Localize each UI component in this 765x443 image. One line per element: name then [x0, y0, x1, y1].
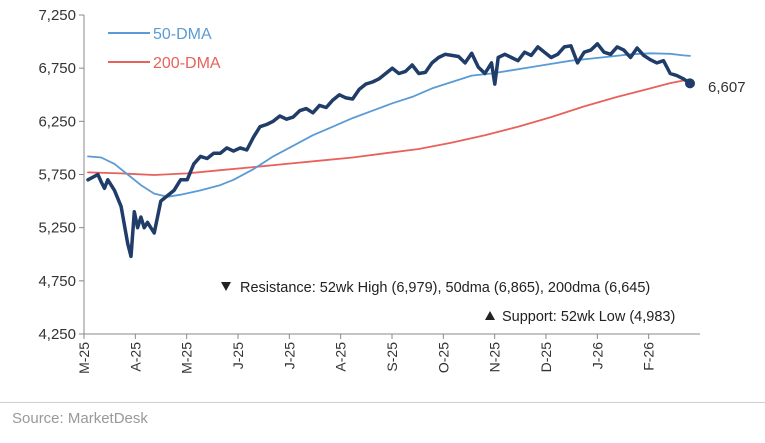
y-tick-label: 6,250: [38, 113, 76, 130]
legend-200dma-label: 200-DMA: [153, 55, 221, 72]
x-tick-label: F-26: [641, 342, 657, 371]
legend-50dma-label: 50-DMA: [153, 26, 212, 43]
source-note: Source: MarketDesk: [12, 410, 148, 427]
y-axis: 4,250 4,750 5,250 5,750 6,250 6,750 7,250: [38, 7, 85, 343]
chart: 4,250 4,750 5,250 5,750 6,250 6,750 7,250 M-25…: [38, 7, 746, 374]
x-tick-label: J-26: [589, 342, 605, 369]
y-tick-label: 7,250: [38, 7, 76, 24]
support-up-triangle-icon: [485, 311, 495, 320]
x-tick-label: A-25: [127, 342, 143, 372]
x-tick-label: J-25: [230, 342, 246, 369]
y-tick-label: 5,250: [38, 220, 76, 237]
series-200dma-line: [87, 78, 691, 176]
resistance-down-triangle-icon: [221, 282, 231, 291]
support-annotation: Support: 52wk Low (4,983): [502, 309, 675, 325]
x-tick-label: A-25: [333, 342, 349, 372]
source-divider: [0, 402, 765, 403]
x-tick-label: M-25: [76, 342, 92, 374]
x-tick-label: D-25: [538, 342, 554, 373]
annotations: Resistance: 52wk High (6,979), 50dma (6,…: [221, 280, 675, 325]
series-price-line: [86, 42, 692, 259]
legend: 50-DMA 200-DMA: [108, 26, 221, 72]
last-price-marker: [685, 78, 695, 89]
x-tick-label: N-25: [487, 342, 503, 373]
series-lines: [86, 42, 695, 259]
y-tick-label: 4,250: [38, 326, 76, 343]
last-value-label: 6,607: [708, 79, 746, 96]
y-tick-label: 5,750: [38, 167, 76, 184]
series-50dma-line: [87, 52, 691, 198]
x-axis: M-25 A-25 M-25 J-25 J-25 A-25 S-25 O-25 N-25 D-25…: [76, 333, 700, 374]
x-tick-label: O-25: [435, 342, 451, 373]
y-tick-label: 6,750: [38, 60, 76, 77]
x-tick-label: S-25: [384, 342, 400, 372]
x-tick-label: J-25: [281, 342, 297, 369]
resistance-annotation: Resistance: 52wk High (6,979), 50dma (6,…: [240, 280, 650, 296]
x-tick-label: M-25: [179, 342, 195, 374]
y-tick-label: 4,750: [38, 273, 76, 290]
